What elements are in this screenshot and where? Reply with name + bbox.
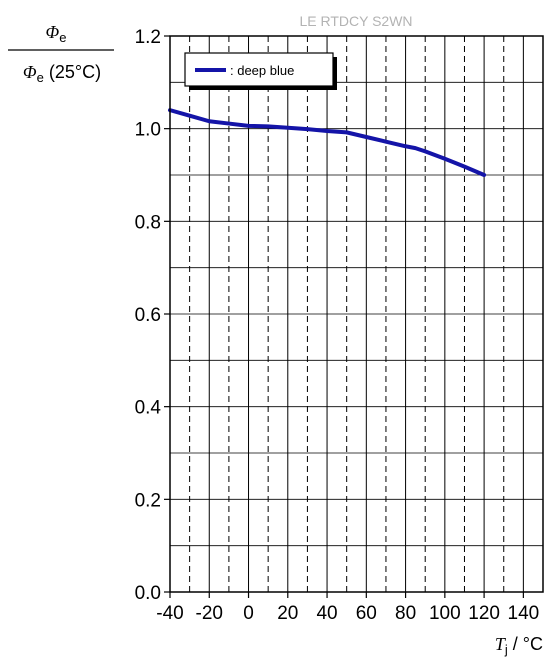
- y-axis-label-denominator: Φe (25°C): [23, 62, 101, 85]
- y-tick-label: 0.4: [135, 398, 162, 419]
- x-tick-label: 80: [395, 603, 416, 624]
- y-tick-label: 0.0: [135, 583, 161, 604]
- chart-title: LE RTDCY S2WN: [299, 13, 412, 29]
- x-tick-label: 20: [277, 603, 298, 624]
- x-tick-label: -40: [156, 603, 183, 624]
- x-tick-label: 100: [429, 603, 461, 624]
- y-tick-label: 1.0: [135, 120, 161, 141]
- ticks: -40 -20 0 20 40 60 80 100 120 140 0.0 0.2 0.4 0.6 0.8 1…: [135, 27, 540, 624]
- x-tick-label: 60: [356, 603, 377, 624]
- x-tick-label: 120: [468, 603, 500, 624]
- y-tick-label: 1.2: [135, 27, 161, 48]
- series-line: [168, 108, 487, 177]
- x-tick-label: 0: [243, 603, 254, 624]
- grid: [170, 36, 543, 592]
- legend: : deep blue: [184, 52, 337, 90]
- x-tick-label: -20: [196, 603, 223, 624]
- legend-label: : deep blue: [230, 63, 294, 78]
- x-tick-label: 140: [508, 603, 540, 624]
- x-tick-label: 40: [316, 603, 337, 624]
- x-axis-label: Tj / °C: [495, 634, 543, 657]
- y-tick-label: 0.2: [135, 490, 161, 511]
- y-tick-label: 0.6: [135, 305, 161, 326]
- y-tick-label: 0.8: [135, 212, 161, 233]
- y-axis-label-numerator: Φe: [46, 22, 67, 45]
- labels: LE RTDCY S2WN Φe Φe (25°C) Tj / °C: [8, 13, 543, 657]
- series-layer: [168, 108, 487, 177]
